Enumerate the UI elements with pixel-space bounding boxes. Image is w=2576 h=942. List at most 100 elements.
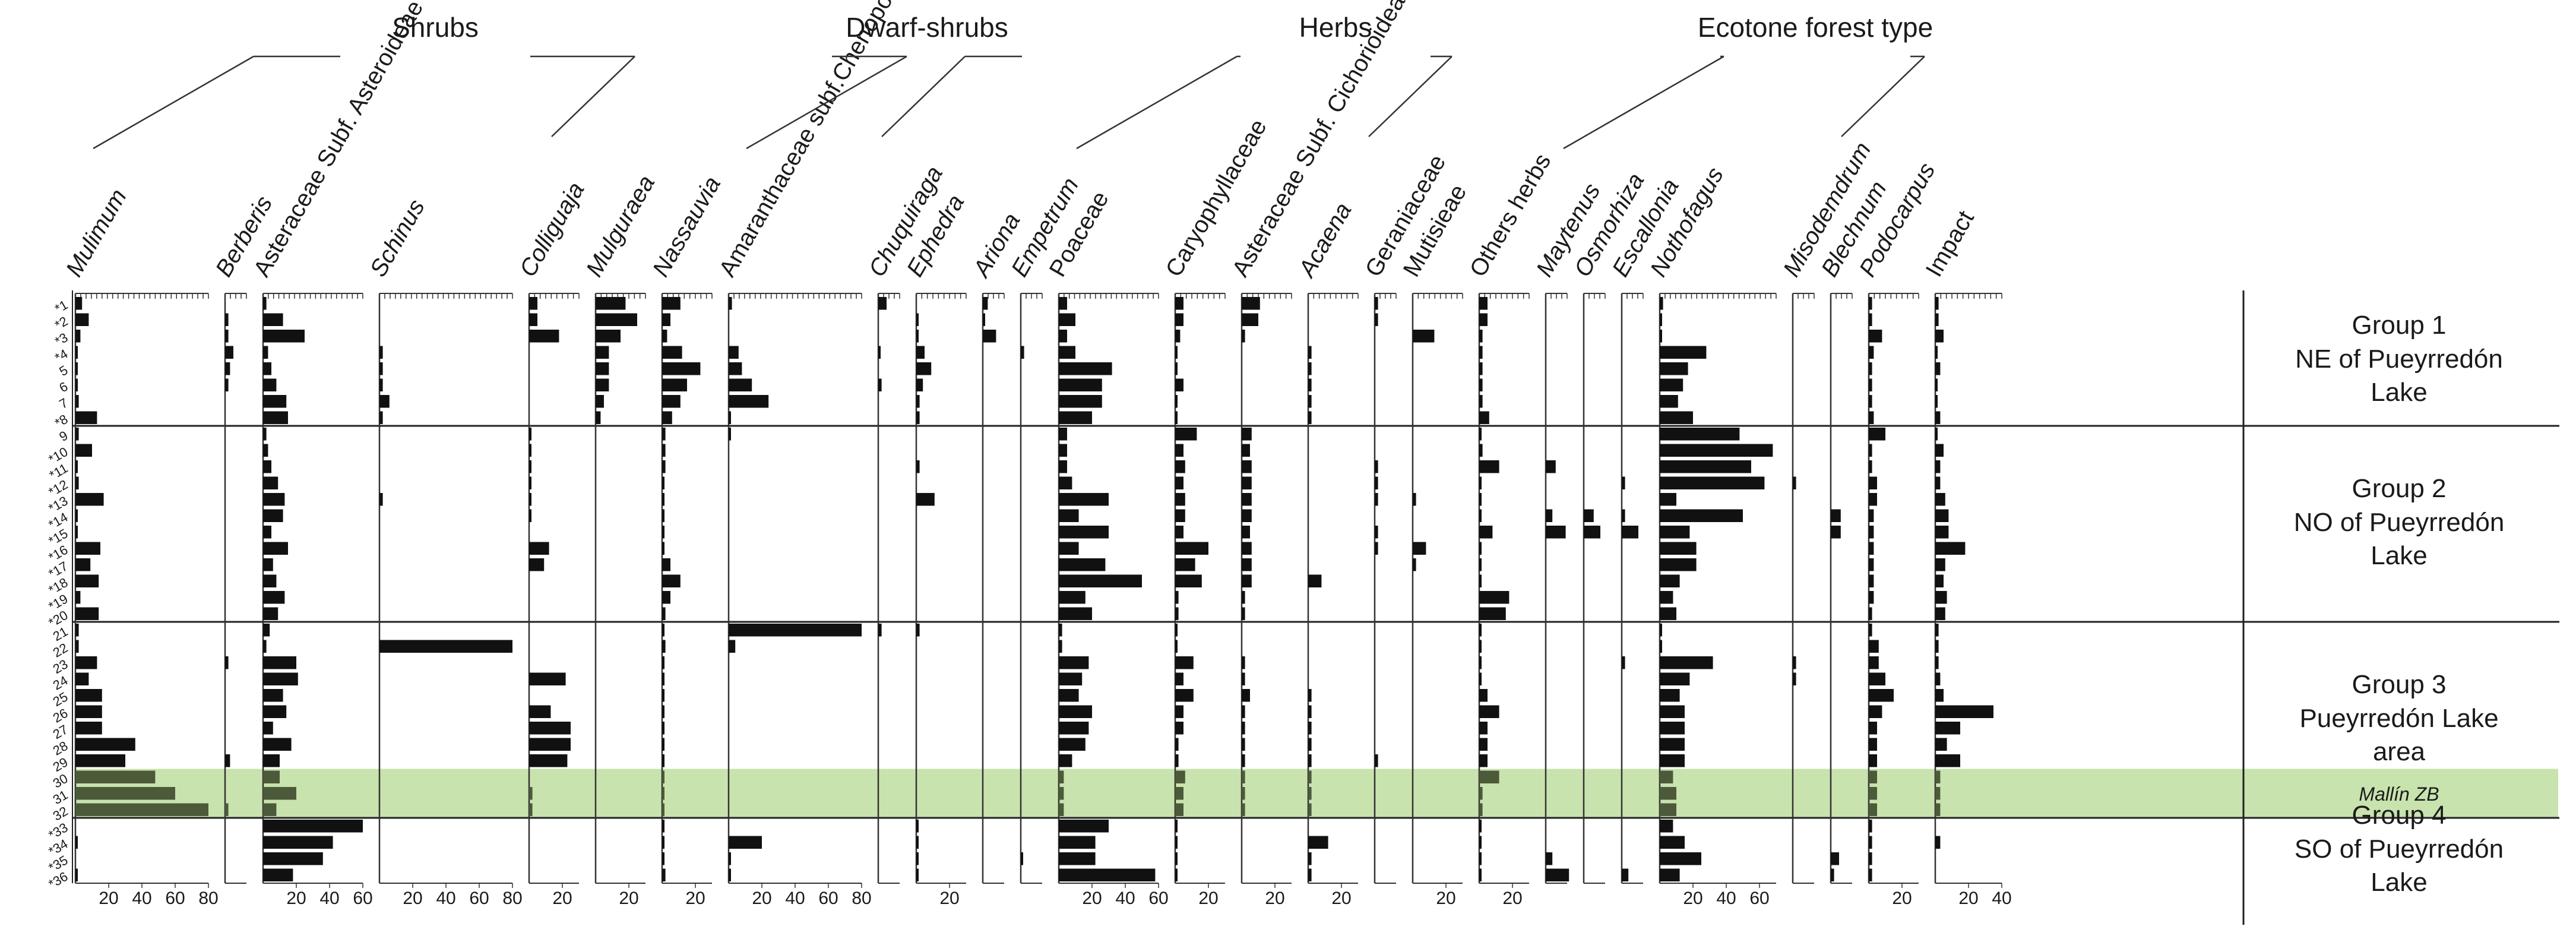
bar-*14: [1660, 509, 1743, 522]
bar-32: [263, 803, 277, 816]
bar-*15: [1831, 526, 1841, 539]
bar-27: [1935, 722, 1960, 735]
bar-*36: [1660, 868, 1680, 881]
bar-*33: [916, 820, 919, 833]
tick-label: 40: [1992, 889, 2011, 908]
bar-*34: [662, 836, 664, 849]
bar-32: [1660, 803, 1676, 816]
bar-*10: [1935, 444, 1944, 457]
bar-21: [1935, 624, 1939, 637]
bar-29: [75, 754, 125, 767]
bar-*35: [1479, 852, 1482, 865]
bar-*13: [263, 493, 285, 506]
bar-*2: [263, 313, 283, 326]
tick-label: 20: [552, 889, 572, 908]
bar-25: [1308, 689, 1312, 702]
bar-*12: [1935, 476, 1941, 489]
bar-*12: [529, 476, 531, 489]
bar-*35: [1546, 852, 1553, 865]
bar-*4: [1059, 346, 1075, 359]
group-location-tail: area: [2373, 737, 2426, 766]
bar-*10: [662, 444, 666, 457]
bar-*16: [1059, 542, 1079, 555]
bar-27: [662, 722, 664, 735]
group-name: Group 3: [2352, 670, 2447, 699]
bar-*12: [263, 476, 279, 489]
bar-23: [1869, 656, 1879, 669]
sample-label: 23: [50, 656, 71, 677]
bar-9: [1059, 428, 1067, 441]
bar-*15: [1546, 526, 1566, 539]
header-bracket: [93, 55, 254, 150]
group-location: SO of Pueyrredón: [2295, 834, 2504, 864]
bar-7: [1935, 395, 1938, 408]
tick-label: 20: [99, 889, 118, 908]
bar-22: [729, 640, 736, 653]
tick-label: 60: [1148, 889, 1168, 908]
group-location-tail: Lake: [2371, 541, 2427, 570]
bar-*1: [1175, 297, 1183, 310]
bar-*33: [263, 820, 363, 833]
bar-7: [1175, 395, 1178, 408]
bar-*8: [916, 411, 920, 424]
bar-*14: [1546, 509, 1553, 522]
bar-*19: [1660, 591, 1673, 604]
bar-*13: [1059, 493, 1109, 506]
bar-*2: [225, 313, 229, 326]
bar-6: [662, 378, 687, 391]
bar-*33: [1479, 820, 1482, 833]
bar-26: [75, 705, 102, 718]
taxon-label: Mulimum: [61, 185, 132, 281]
bar-23: [75, 656, 97, 669]
bar-32: [1935, 803, 1941, 816]
bar-*10: [1175, 444, 1183, 457]
bar-*16: [1869, 542, 1874, 555]
bar-*4: [75, 346, 78, 359]
bar-25: [1869, 689, 1894, 702]
bar-*13: [1175, 493, 1185, 506]
bar-*19: [1869, 591, 1874, 604]
bar-*34: [1869, 836, 1872, 849]
bar-*3: [75, 330, 81, 343]
bar-*18: [1660, 574, 1680, 587]
category-header: Ecotone forest type: [1698, 12, 1933, 43]
tick-label: 40: [785, 889, 805, 908]
bar-*14: [263, 509, 283, 522]
bar-*34: [1175, 836, 1178, 849]
bar-7: [379, 395, 390, 408]
bar-*16: [662, 542, 664, 555]
bar-*1: [1479, 297, 1488, 310]
bar-*15: [263, 526, 271, 539]
bar-5: [263, 362, 271, 375]
sample-label: 29: [50, 754, 71, 775]
bar-24: [1660, 672, 1690, 685]
category-header: Shrubs: [392, 12, 479, 43]
bar-*33: [1175, 820, 1178, 833]
bar-26: [1935, 705, 1993, 718]
bar-30: [1175, 770, 1185, 783]
bar-*16: [1242, 542, 1252, 555]
bar-5: [916, 362, 932, 375]
bar-*1: [729, 297, 732, 310]
bar-24: [1242, 672, 1245, 685]
taxon-label: Colliguaja: [515, 178, 590, 281]
bar-5: [1479, 362, 1483, 375]
bar-5: [1175, 362, 1178, 375]
group-location: NO of Pueyrredón: [2294, 508, 2505, 537]
bar-21: [1479, 624, 1482, 637]
bar-*36: [1546, 868, 1569, 881]
bar-5: [379, 362, 383, 375]
bar-*15: [1479, 526, 1493, 539]
bar-29: [1308, 754, 1312, 767]
bar-*12: [1242, 476, 1252, 489]
bar-*2: [596, 313, 637, 326]
tick-label: 60: [1749, 889, 1769, 908]
bar-*11: [1175, 460, 1185, 473]
bar-*1: [1242, 297, 1260, 310]
bar-*3: [1413, 330, 1435, 343]
tick-label: 20: [939, 889, 959, 908]
bar-*15: [1935, 526, 1949, 539]
bar-*35: [1308, 852, 1312, 865]
bar-*15: [1869, 526, 1874, 539]
